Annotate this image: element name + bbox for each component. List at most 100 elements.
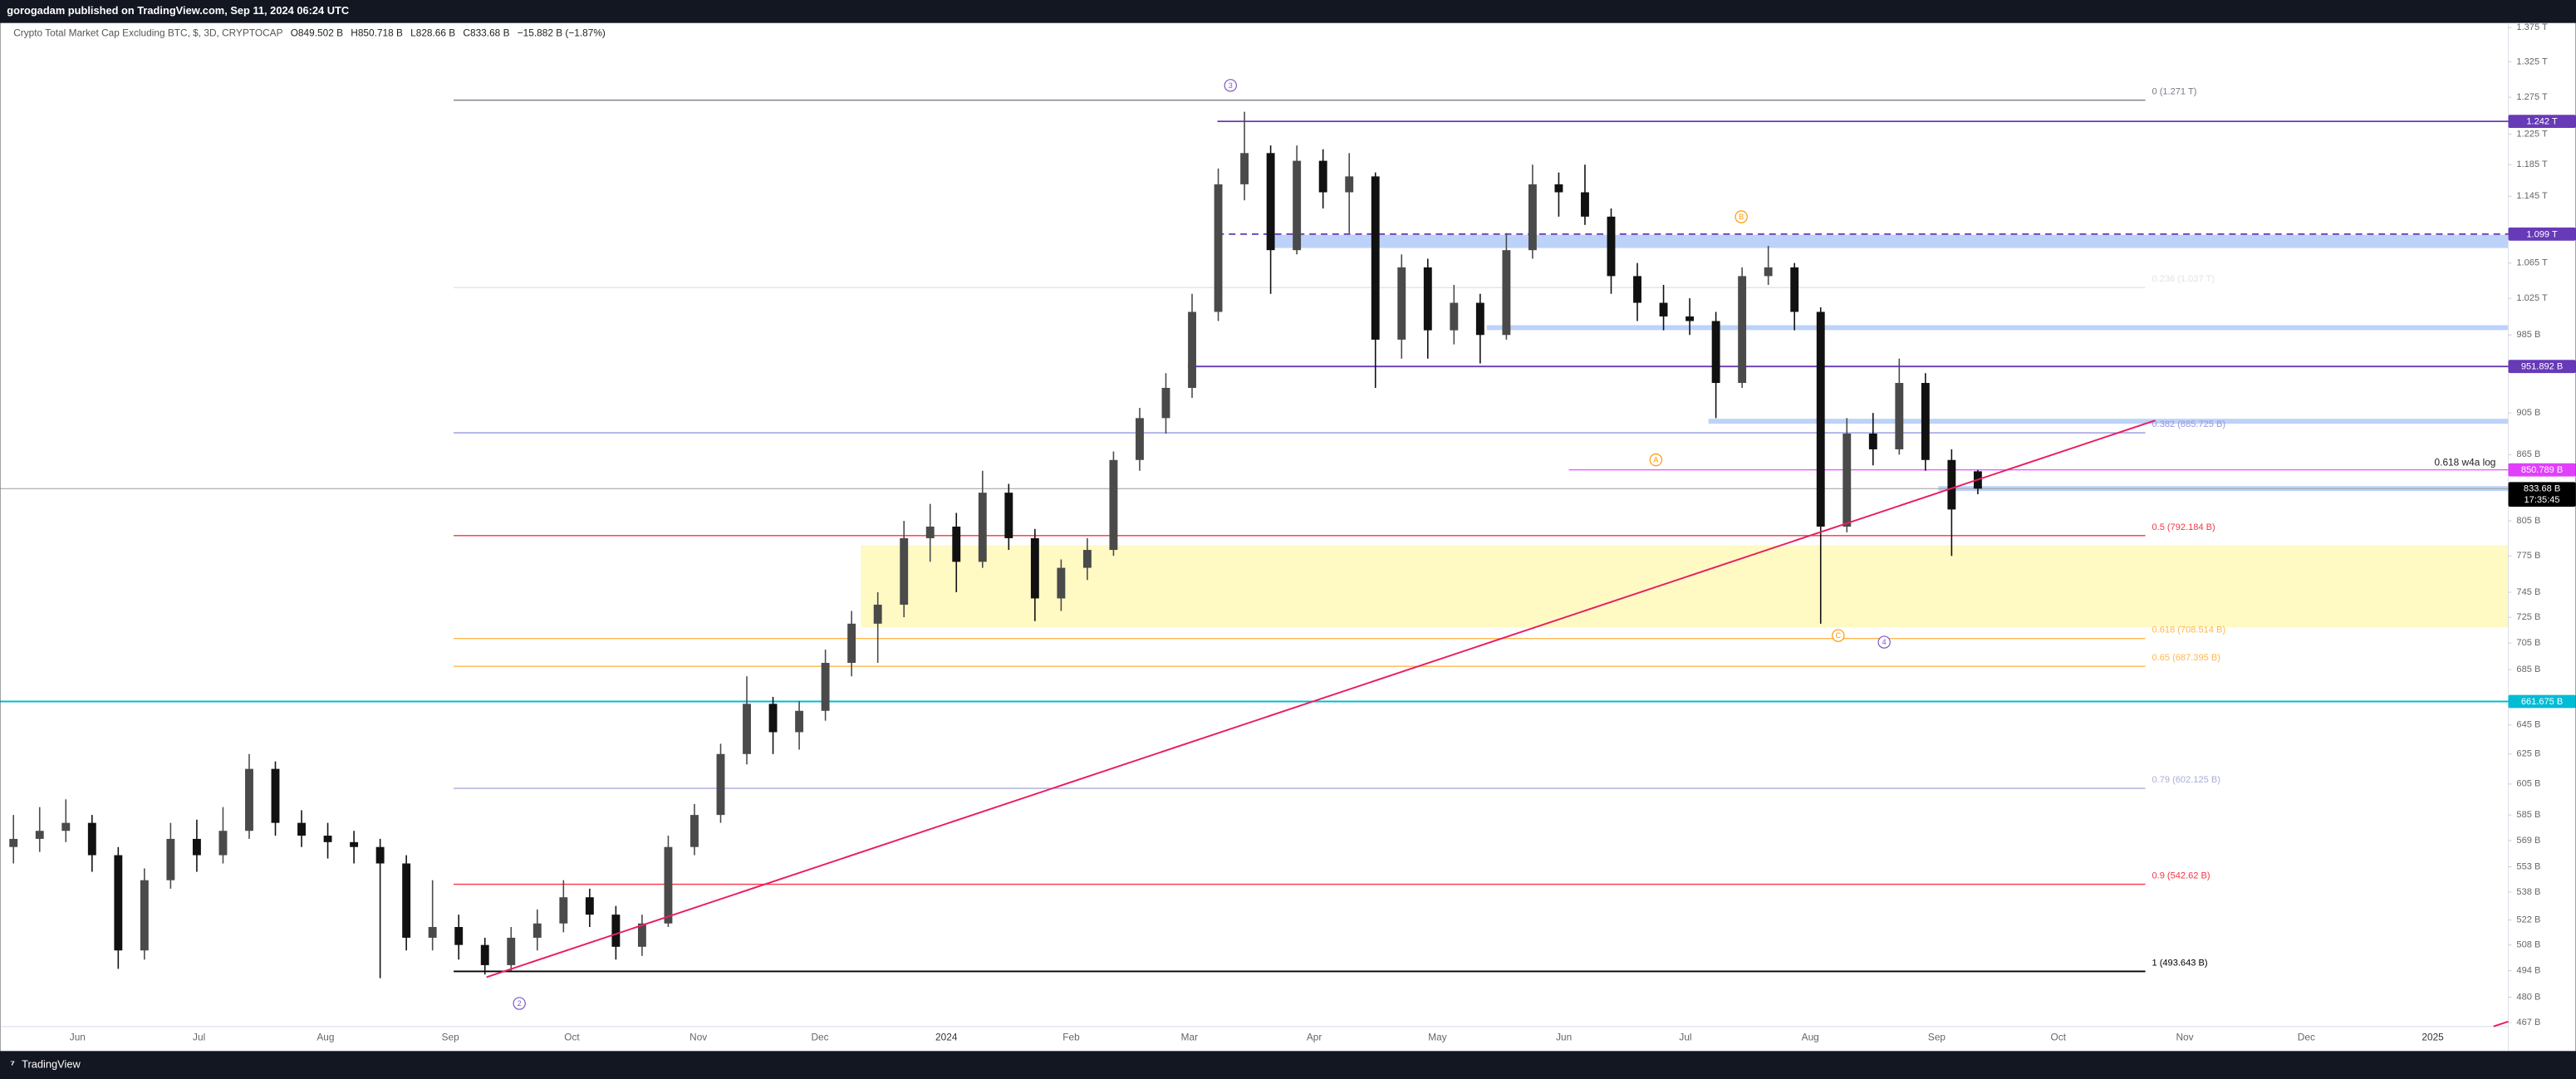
candle-body bbox=[532, 923, 542, 938]
chart-area bbox=[0, 22, 2576, 1052]
candle-body bbox=[140, 880, 149, 951]
candle-body bbox=[297, 822, 306, 836]
brand-icon: ⁷ bbox=[10, 1057, 15, 1071]
candle-body bbox=[1345, 176, 1354, 193]
time-label: Feb bbox=[1062, 1032, 1080, 1043]
candle-body bbox=[1502, 250, 1511, 336]
candle-body bbox=[1685, 316, 1695, 321]
candle-body bbox=[87, 822, 96, 856]
price-tag bbox=[2508, 360, 2576, 374]
legend-high: H850.718 B bbox=[351, 27, 403, 39]
candle-body bbox=[637, 923, 646, 947]
candle-body bbox=[245, 768, 253, 831]
fib-label: 0.5 (792.184 B) bbox=[2152, 522, 2215, 532]
time-label: Oct bbox=[564, 1032, 580, 1043]
price-tick-label: 625 B bbox=[2516, 749, 2540, 759]
candle-body bbox=[1711, 321, 1720, 384]
price-tick-label: 1.275 T bbox=[2516, 92, 2548, 102]
fib-label: 0 (1.271 T) bbox=[2152, 87, 2196, 97]
time-label: Aug bbox=[316, 1032, 334, 1043]
candle-body bbox=[114, 855, 123, 951]
trendline bbox=[486, 419, 2156, 978]
last-price-tag bbox=[2508, 482, 2576, 507]
candle-body bbox=[821, 663, 830, 711]
candle-body bbox=[978, 493, 987, 562]
fib-label: 0.65 (687.395 B) bbox=[2152, 653, 2220, 663]
wave-label: C bbox=[1836, 631, 1842, 640]
candle-body bbox=[507, 937, 516, 965]
wave-label: 3 bbox=[1229, 81, 1233, 90]
candle-body bbox=[9, 838, 18, 847]
price-tick-label: 538 B bbox=[2516, 887, 2540, 897]
time-label: 2025 bbox=[2421, 1032, 2444, 1043]
price-tick-label: 480 B bbox=[2516, 992, 2540, 1002]
price-tag bbox=[2508, 694, 2576, 709]
candle-body bbox=[1842, 433, 1852, 527]
candle-body bbox=[1266, 153, 1275, 251]
candle-body bbox=[192, 838, 201, 856]
time-label: Dec bbox=[811, 1032, 828, 1043]
price-tick-label: 1.225 T bbox=[2516, 129, 2548, 139]
publisher: gorogadam published on TradingView.com, … bbox=[7, 4, 349, 17]
candle-body bbox=[1240, 153, 1249, 184]
price-tick-label: 805 B bbox=[2516, 516, 2540, 526]
support-zone bbox=[861, 545, 2509, 628]
price-tick-label: 1.145 T bbox=[2516, 191, 2548, 201]
candle-body bbox=[1188, 311, 1196, 388]
candle-body bbox=[1947, 459, 1956, 510]
price-tick-label: 645 B bbox=[2516, 720, 2540, 730]
candle-body bbox=[1030, 537, 1039, 599]
candle-body bbox=[1057, 567, 1066, 599]
candle-body bbox=[1423, 267, 1432, 331]
price-tag bbox=[2508, 115, 2576, 129]
legend-low: L828.66 B bbox=[410, 27, 455, 39]
time-label: Oct bbox=[2051, 1032, 2067, 1043]
legend: Crypto Total Market Cap Excluding BTC, $… bbox=[13, 27, 606, 39]
legend-close: C833.68 B bbox=[463, 27, 509, 39]
overlay: 1.375 T 1.325 T 1.275 T 1.225 T 1.185 T 1.145… bbox=[70, 22, 2576, 1043]
price-tick-label: 1.185 T bbox=[2516, 159, 2548, 169]
price-tick-label: 775 B bbox=[2516, 551, 2540, 561]
candle-body bbox=[1082, 550, 1092, 568]
candle-body bbox=[768, 704, 778, 733]
price-tick-label: 1.375 T bbox=[2516, 22, 2548, 32]
fib-label: 0.79 (602.125 B) bbox=[2152, 775, 2220, 785]
candle-body bbox=[1895, 383, 1904, 449]
candle-body bbox=[428, 927, 437, 938]
candle-body bbox=[1764, 267, 1773, 277]
price-tick-label: 494 B bbox=[2516, 966, 2540, 976]
legend-symbol: Crypto Total Market Cap Excluding BTC, $… bbox=[13, 27, 282, 39]
candle-body bbox=[716, 753, 725, 816]
time-label: Apr bbox=[1307, 1032, 1322, 1043]
price-tick-label: 745 B bbox=[2516, 587, 2540, 597]
price-tick-label: 865 B bbox=[2516, 449, 2540, 459]
candle-body bbox=[1293, 160, 1302, 251]
wave-label: 4 bbox=[1882, 638, 1887, 646]
time-label: Jun bbox=[70, 1032, 86, 1043]
candle-body bbox=[1790, 267, 1799, 312]
candle-body bbox=[795, 710, 804, 733]
candle-body bbox=[454, 927, 464, 945]
price-tick-label: 1.325 T bbox=[2516, 56, 2548, 66]
zone-line bbox=[1486, 325, 2509, 331]
zone-line bbox=[1708, 419, 2509, 424]
legend-change: −15.882 B (−1.87%) bbox=[518, 27, 606, 39]
fib-label: 1 (493.643 B) bbox=[2152, 958, 2207, 968]
price-tick-label: 705 B bbox=[2516, 638, 2540, 648]
price-tick-label: 685 B bbox=[2516, 665, 2540, 674]
candle-body bbox=[402, 863, 411, 938]
candle-body bbox=[1921, 383, 1930, 460]
candle-body bbox=[1633, 276, 1641, 303]
time-label: Nov bbox=[2176, 1032, 2193, 1043]
trendline-icon bbox=[2493, 1020, 2509, 1028]
wave-marker bbox=[1649, 453, 1663, 467]
time-label: Jul bbox=[193, 1032, 205, 1043]
candle-body bbox=[1816, 311, 1825, 527]
candle-body bbox=[480, 944, 489, 965]
price-tick-label: 1.065 T bbox=[2516, 258, 2548, 268]
candle-body bbox=[847, 623, 856, 664]
annotation: 0.618 w4a log bbox=[2435, 457, 2496, 468]
time-label: Sep bbox=[442, 1032, 460, 1043]
wave-marker bbox=[1224, 79, 1238, 92]
